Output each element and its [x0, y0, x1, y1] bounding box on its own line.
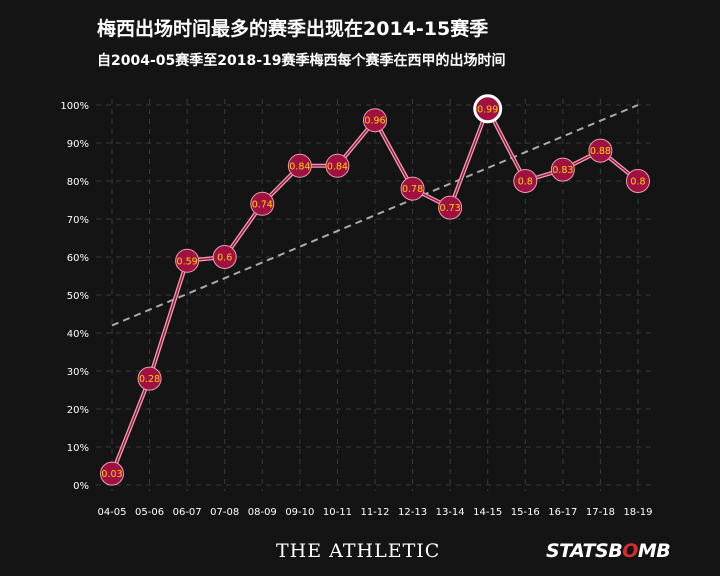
data-marker — [175, 248, 200, 273]
data-marker — [588, 138, 613, 163]
x-tick-label: 04-05 — [97, 507, 126, 518]
data-marker — [250, 191, 275, 216]
x-tick-label: 12-13 — [398, 507, 427, 518]
x-tick-label: 16-17 — [548, 507, 577, 518]
y-tick-label: 0% — [73, 481, 89, 492]
x-tick-label: 08-09 — [248, 507, 277, 518]
x-tick-label: 06-07 — [173, 507, 202, 518]
y-tick-label: 30% — [67, 367, 89, 378]
data-label: 0.28 — [139, 374, 160, 385]
statsbomb-logo-accent: O — [622, 540, 638, 562]
x-tick-label: 13-14 — [436, 507, 465, 518]
x-tick-label: 07-08 — [210, 507, 239, 518]
data-label: 0.84 — [289, 161, 310, 172]
data-label: 0.8 — [518, 177, 533, 188]
y-tick-label: 80% — [67, 177, 89, 188]
statsbomb-logo-main: STATSB — [546, 540, 623, 562]
x-tick-label: 05-06 — [135, 507, 164, 518]
y-tick-label: 60% — [67, 253, 89, 264]
x-tick-label: 10-11 — [323, 507, 352, 518]
x-tick-label: 18-19 — [623, 507, 652, 518]
y-tick-label: 10% — [67, 443, 89, 454]
statsbomb-logo-end: MB — [637, 540, 671, 562]
data-label: 0.99 — [477, 104, 498, 115]
data-marker — [513, 169, 538, 193]
data-label: 0.74 — [252, 199, 273, 210]
data-label: 0.73 — [440, 203, 461, 214]
data-label: 0.88 — [590, 146, 611, 157]
data-label: 0.03 — [101, 469, 122, 480]
y-tick-label: 90% — [67, 139, 89, 150]
statsbomb-logo: STATSBOMB — [546, 540, 671, 562]
data-marker — [625, 169, 650, 193]
data-marker — [287, 153, 312, 178]
data-marker — [438, 195, 463, 220]
chart-title: 梅西出场时间最多的赛季出现在2014-15赛季 — [97, 18, 489, 40]
data-marker — [212, 245, 237, 269]
x-tick-label: 17-18 — [586, 507, 615, 518]
y-tick-label: 100% — [60, 101, 89, 112]
the-athletic-logo: THE ATHLETIC — [276, 540, 441, 562]
data-label: 0.59 — [177, 256, 198, 267]
x-tick-label: 14-15 — [473, 507, 502, 518]
y-tick-label: 70% — [67, 215, 89, 226]
data-marker — [362, 108, 387, 133]
data-marker — [325, 153, 350, 178]
data-label: 0.6 — [217, 253, 232, 264]
data-marker — [550, 157, 575, 182]
y-tick-label: 20% — [67, 405, 89, 416]
data-marker — [137, 366, 162, 391]
highlight-marker — [473, 94, 503, 124]
data-label: 0.83 — [552, 165, 573, 176]
data-marker — [400, 176, 425, 201]
chart-subtitle: 自2004-05赛季至2018-19赛季梅西每个赛季在西甲的出场时间 — [97, 53, 506, 69]
data-label: 0.8 — [630, 177, 645, 188]
x-tick-label: 09-10 — [285, 507, 314, 518]
x-tick-label: 15-16 — [511, 507, 540, 518]
y-tick-label: 40% — [67, 329, 89, 340]
y-tick-label: 50% — [67, 291, 89, 302]
x-tick-label: 11-12 — [360, 507, 389, 518]
data-label: 0.84 — [327, 161, 348, 172]
data-marker — [100, 461, 124, 486]
data-label: 0.78 — [402, 184, 423, 195]
data-label: 0.96 — [364, 116, 385, 127]
